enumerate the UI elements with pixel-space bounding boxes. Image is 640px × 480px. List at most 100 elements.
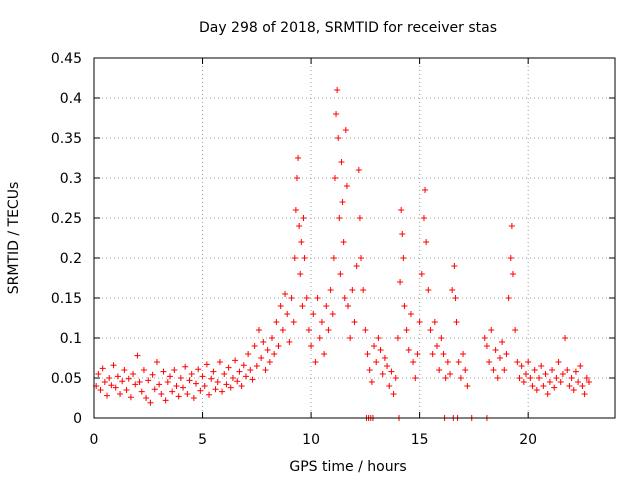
data-point [339, 199, 346, 205]
data-point [343, 183, 350, 189]
data-point [221, 371, 228, 377]
data-point [425, 287, 432, 293]
data-point [273, 319, 280, 325]
data-point [381, 355, 388, 361]
data-point [318, 319, 325, 325]
data-point [260, 339, 267, 345]
data-point [518, 363, 525, 369]
data-point [325, 327, 332, 333]
data-point [186, 377, 193, 384]
data-point [104, 392, 111, 399]
data-point [177, 375, 184, 381]
data-point [366, 367, 373, 373]
data-point [486, 359, 493, 365]
x-tick-label: 5 [198, 432, 207, 448]
data-point [336, 215, 343, 221]
data-point [525, 359, 532, 365]
chart-title: Day 298 of 2018, SRMTID for receiver sta… [199, 20, 497, 36]
data-point [253, 363, 260, 369]
data-point [314, 295, 321, 301]
data-point [355, 167, 362, 173]
data-point [427, 327, 434, 333]
data-point [412, 375, 419, 381]
x-tick-label: 0 [90, 432, 99, 448]
data-point [264, 347, 271, 353]
data-point [397, 279, 404, 285]
data-point [457, 375, 464, 381]
data-point [180, 384, 187, 391]
data-point [138, 388, 145, 395]
data-point [422, 187, 429, 193]
data-point [335, 135, 342, 141]
data-point [125, 375, 132, 382]
data-point [503, 351, 510, 357]
data-point [140, 367, 147, 373]
data-point [210, 368, 217, 375]
data-point [384, 363, 391, 369]
data-point [392, 375, 399, 381]
data-point [242, 373, 249, 380]
data-point [533, 387, 540, 393]
y-tick-label: 0.3 [60, 171, 82, 187]
data-point [520, 379, 527, 385]
data-point [316, 335, 323, 341]
data-point [551, 384, 558, 391]
data-point [251, 343, 258, 349]
data-point [507, 255, 514, 261]
data-point [429, 351, 436, 357]
data-point [310, 311, 317, 317]
data-point [377, 347, 384, 353]
data-point [149, 371, 156, 378]
data-point [373, 359, 380, 365]
data-point [106, 375, 113, 381]
data-point [160, 368, 167, 375]
data-point [236, 368, 243, 375]
data-point [338, 159, 345, 165]
y-tick-label: 0.1 [60, 331, 82, 347]
data-point [399, 231, 406, 237]
data-point [462, 367, 469, 373]
data-point [158, 391, 165, 397]
data-point [121, 367, 128, 373]
data-point [143, 395, 150, 401]
data-point [151, 386, 158, 393]
data-point [414, 351, 421, 357]
data-point [403, 327, 410, 333]
data-point [110, 362, 117, 369]
data-point [327, 287, 334, 293]
data-point [134, 352, 141, 359]
data-point [358, 255, 365, 261]
data-point [201, 383, 208, 389]
data-point [173, 383, 180, 389]
labels-layer: Day 298 of 2018, SRMTID for receiver sta… [6, 20, 497, 475]
data-point [342, 127, 349, 133]
data-point [334, 87, 341, 93]
data-point [433, 343, 440, 349]
data-point [300, 215, 307, 221]
data-point [291, 255, 298, 261]
data-point [262, 367, 269, 373]
data-point [416, 319, 423, 325]
data-point [112, 384, 119, 391]
data-point [275, 343, 282, 349]
data-point [297, 271, 304, 277]
data-point [296, 223, 303, 229]
y-tick-label: 0.2 [60, 251, 82, 267]
data-point [299, 303, 306, 309]
data-point [303, 295, 310, 301]
data-point [514, 359, 521, 365]
data-point [455, 359, 462, 365]
data-point [371, 343, 378, 349]
data-point [132, 381, 139, 388]
data-point [527, 375, 534, 381]
data-point [162, 397, 169, 404]
data-point [195, 366, 202, 373]
x-tick-label: 20 [519, 432, 537, 448]
data-point [436, 367, 443, 373]
data-point [568, 375, 575, 381]
data-point [410, 359, 417, 365]
y-tick-label: 0.45 [51, 51, 82, 67]
data-point [566, 383, 573, 389]
data-point [331, 175, 338, 181]
points-layer [93, 87, 592, 421]
